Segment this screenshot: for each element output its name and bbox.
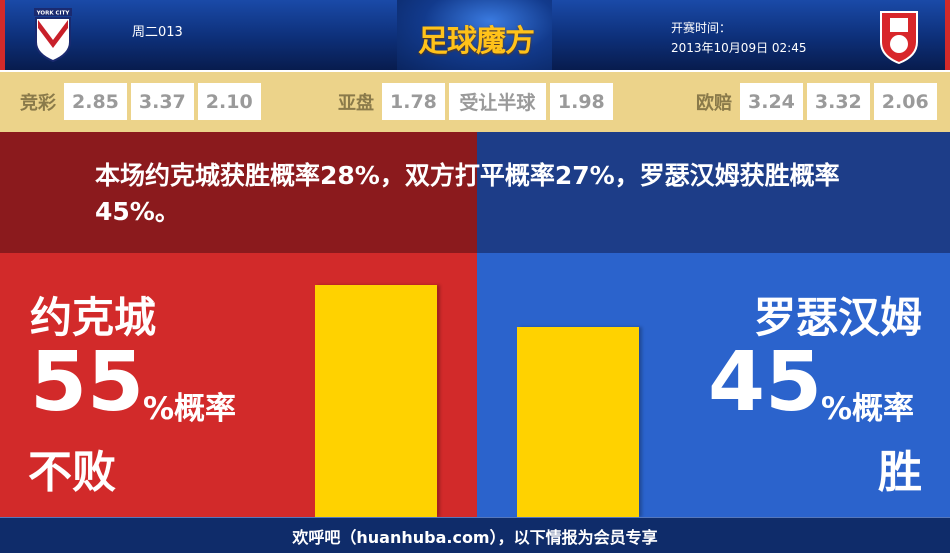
kickoff-time: 2013年10月09日 02:45 [671,41,807,55]
odds-label: 欧赔 [696,92,732,114]
odds-value: 2.10 [197,83,261,120]
away-team-name: 罗瑟汉姆 [753,293,922,342]
odds-value: 1.78 [382,83,445,120]
footer-banner: 欢呼吧（huanhuba.com），以下情报为会员专享 [0,517,950,553]
home-outcome: 不败 [28,447,116,498]
match-number: 周二013 [132,25,183,40]
home-percent-suffix: %概率 [143,391,237,427]
away-percent-suffix: %概率 [821,391,915,427]
odds-yapan: 亚盘 1.78 受让半球 1.98 [338,83,613,120]
odds-bar: 竞彩 2.85 3.37 2.10 亚盘 1.78 受让半球 1.98 欧赔 3… [0,70,950,132]
odds-value: 1.98 [549,83,613,120]
logo-area [397,0,552,70]
odds-value: 3.24 [740,83,803,120]
home-team-badge: YORK CITY [34,8,72,63]
odds-label: 竞彩 [20,92,56,114]
odds-value: 3.32 [806,83,870,120]
app-logo: 足球魔方 [418,24,535,59]
away-team-badge [880,11,918,64]
summary-bg-away [477,132,950,253]
odds-value: 2.06 [873,83,937,120]
away-outcome: 胜 [878,447,922,498]
home-probability-bar [315,284,437,517]
away-probability-bar [517,327,639,517]
odds-value: 3.37 [130,83,194,120]
probability-summary: 本场约克城获胜概率28%，双方打平概率27%，罗瑟汉姆获胜概率45%。 [95,161,840,226]
summary-bg-home [0,132,477,253]
kickoff-label: 开赛时间： [671,21,732,35]
odds-jingcai: 竞彩 2.85 3.37 2.10 [20,83,261,120]
odds-oupei: 欧赔 3.24 3.32 2.06 [696,83,937,120]
away-percent: 45 [708,335,823,430]
svg-text:YORK CITY: YORK CITY [36,11,71,17]
odds-value: 2.85 [64,83,127,120]
handicap-value: 受让半球 [448,83,546,120]
home-percent: 55 [30,335,145,430]
odds-label: 亚盘 [338,92,374,114]
home-team-name: 约克城 [30,293,157,342]
